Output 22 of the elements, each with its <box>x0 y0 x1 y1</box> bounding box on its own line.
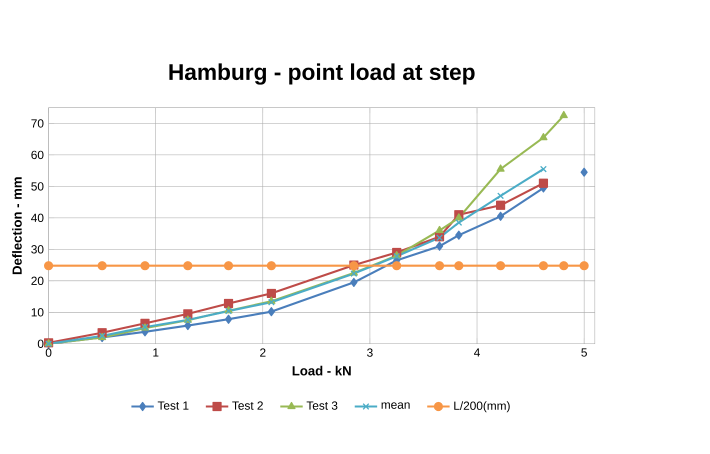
y-tick-label: 0 <box>38 340 44 348</box>
x-tick-label: 0 <box>46 348 52 357</box>
legend-label: Test 3 <box>306 401 338 410</box>
legend-label: L/200(mm) <box>454 401 510 412</box>
legend-label: mean <box>382 402 410 409</box>
y-tick-label: 60 <box>31 150 44 160</box>
legend-label: Test 2 <box>232 401 263 410</box>
chart-title: Hamburg - point load at step <box>169 63 475 85</box>
x-tick-label: 4 <box>474 348 480 357</box>
legend-label: Test 1 <box>158 401 188 410</box>
y-tick-label: 20 <box>31 276 44 286</box>
x-tick-label: 2 <box>260 348 266 357</box>
y-tick-label: 30 <box>31 245 44 254</box>
y-tick-label: 50 <box>31 182 44 191</box>
x-tick-label: 3 <box>367 348 373 357</box>
y-tick-label: 40 <box>31 214 44 222</box>
y-tick-label: 10 <box>32 308 44 316</box>
y-tick-label: 70 <box>31 119 44 128</box>
x-tick-label: 5 <box>581 348 587 357</box>
x-axis-title: Load - kN <box>292 366 351 376</box>
y-axis-title: Deflection - mm <box>12 177 22 274</box>
x-tick-label: 1 <box>153 348 158 357</box>
